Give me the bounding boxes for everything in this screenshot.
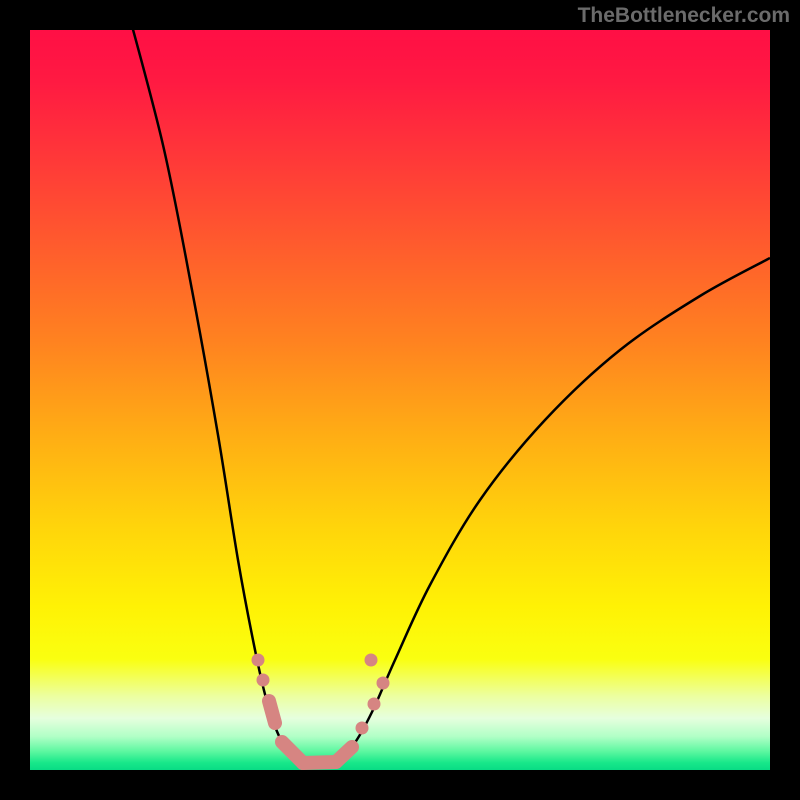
chart-canvas: TheBottlenecker.com [0, 0, 800, 800]
watermark-text: TheBottlenecker.com [578, 4, 790, 28]
plot-area [30, 30, 770, 770]
